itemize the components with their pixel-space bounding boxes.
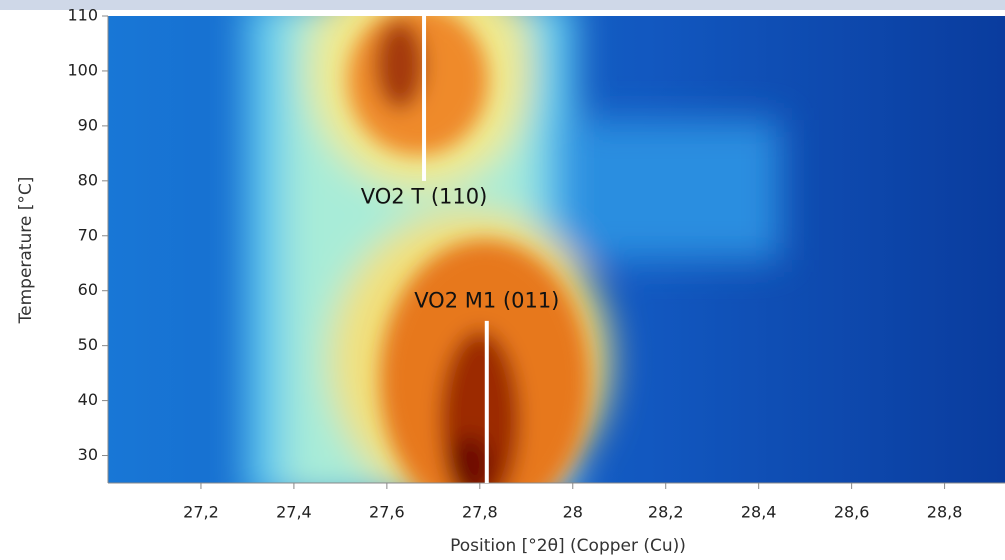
y-tick-label: 90 <box>78 115 98 134</box>
x-tick-label: 27,8 <box>462 503 498 522</box>
heatmap-core <box>348 16 590 483</box>
y-tick-label: 70 <box>78 225 98 244</box>
x-tick-label: 28,6 <box>834 503 870 522</box>
y-tick-label: 80 <box>78 170 98 189</box>
x-tick-label: 27,6 <box>369 503 405 522</box>
y-tick-label: 40 <box>78 390 98 409</box>
x-tick-label: 27,4 <box>276 503 312 522</box>
x-tick-label: 28,8 <box>927 503 963 522</box>
annotation: VO2 M1 (011) <box>414 289 559 313</box>
y-tick-label: 110 <box>67 6 98 25</box>
y-tick-label: 50 <box>78 335 98 354</box>
y-tick-label: 30 <box>78 445 98 464</box>
y-axis-label: Temperature [°C] <box>16 177 36 325</box>
x-axis-label: Position [°2θ] (Copper (Cu)) <box>450 536 686 556</box>
x-tick-label: 28,2 <box>648 503 684 522</box>
x-tick-label: 27,2 <box>183 503 219 522</box>
top-bar <box>0 0 1005 10</box>
annotation: VO2 T (110) <box>361 184 488 208</box>
x-tick-label: 28 <box>563 503 583 522</box>
y-tick-label: 100 <box>67 60 98 79</box>
x-tick-label: 28,4 <box>741 503 777 522</box>
y-tick-label: 60 <box>78 280 98 299</box>
heatmap <box>108 16 1005 483</box>
